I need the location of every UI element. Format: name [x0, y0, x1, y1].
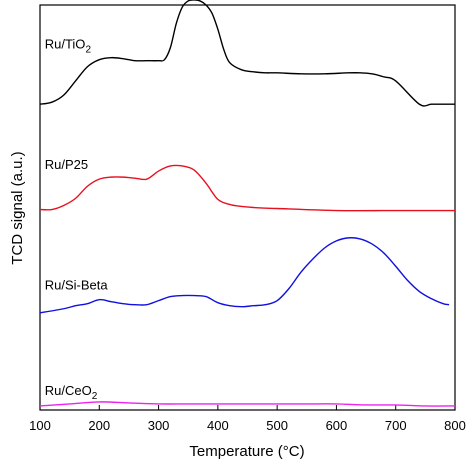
series-label-1: Ru/P25: [45, 157, 88, 172]
series-label-text: Ru/CeO: [45, 383, 92, 398]
y-axis-title: TCD signal (a.u.): [9, 151, 26, 264]
series-line-1: [39, 164, 455, 212]
x-tick-label: 800: [444, 418, 466, 433]
series-label-subscript: 2: [92, 391, 98, 402]
series-label-2: Ru/Si-Beta: [45, 278, 109, 293]
x-axis-title: Temperature (°C): [189, 443, 304, 460]
x-tick-label: 700: [385, 418, 407, 433]
x-axis-ticks: 100 200 300 400 500 600 700 800: [29, 405, 466, 433]
series-label-text: Ru/P25: [45, 157, 88, 172]
series-line-2: [39, 237, 450, 314]
series-label-3: Ru/CeO2: [45, 383, 98, 402]
x-tick-label: 400: [207, 418, 229, 433]
series-line-3: [39, 401, 456, 407]
series-label-text: Ru/Si-Beta: [45, 278, 109, 293]
x-tick-label: 500: [266, 418, 288, 433]
x-tick-label: 200: [88, 418, 110, 433]
series-line-0: [39, 0, 455, 107]
series-label-text: Ru/TiO: [45, 37, 86, 52]
x-tick-label: 600: [326, 418, 348, 433]
series-label-subscript: 2: [85, 45, 91, 56]
plot-frame: [39, 4, 456, 411]
x-tick-label: 100: [29, 418, 51, 433]
x-tick-label: 300: [148, 418, 170, 433]
series-layer: [39, 0, 456, 407]
series-label-0: Ru/TiO2: [45, 37, 92, 56]
